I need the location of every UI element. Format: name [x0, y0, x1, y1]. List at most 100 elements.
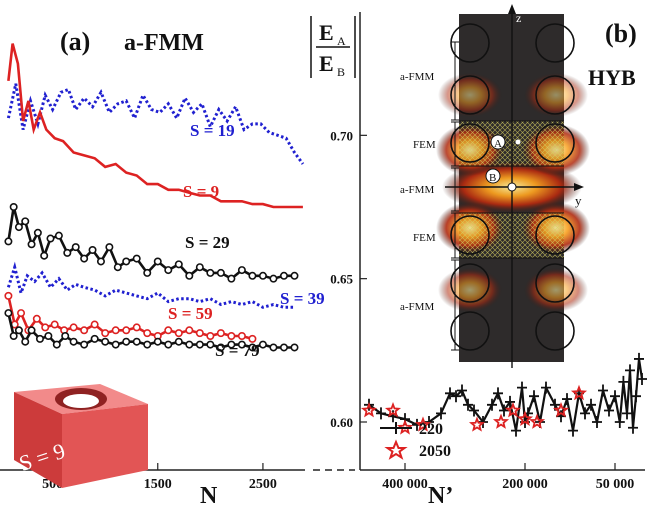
- panel-a-data-point: [101, 337, 110, 346]
- region-labels: [451, 41, 459, 351]
- panel-b-data-point: [568, 424, 578, 437]
- panel-a-data-point: [195, 329, 204, 338]
- panel-a-data-point: [44, 331, 53, 340]
- panel-b-label: (b): [605, 19, 637, 48]
- panel-a-data-point: [113, 263, 122, 272]
- panel-a-data-point: [206, 268, 215, 277]
- panel-b-series-1: [360, 384, 588, 435]
- panel-a-series-0: S = 19: [6, 83, 305, 165]
- region-label-texts: a-FMM FEM a-FMM FEM a-FMM: [400, 71, 436, 313]
- panel-b-data-point: [637, 373, 647, 385]
- panel-a-data-point: [269, 343, 278, 352]
- legend: 220 2050: [380, 421, 451, 460]
- panel-a-series-line: [7, 43, 303, 209]
- y-axis-label-top-sub: A: [337, 34, 346, 48]
- panel-b-data-point: [618, 375, 629, 388]
- panel-a-series-label: S = 79: [215, 341, 260, 360]
- panel-a-data-point: [122, 326, 131, 335]
- panel-b-data-point: [504, 401, 522, 418]
- panel-a-series-line: [6, 261, 295, 309]
- panel-b-x-tick-label: 50 000: [596, 477, 635, 492]
- panel-b-data-point: [625, 364, 635, 377]
- panel-a-series-4: S = 59: [4, 291, 257, 343]
- panel-a-label: (a): [60, 27, 90, 56]
- panel-a-data-point: [69, 323, 78, 332]
- panel-a-data-point: [143, 340, 152, 349]
- panel-a-data-point: [122, 257, 131, 266]
- panel-b-data-point: [468, 416, 486, 432]
- panel-a-x-axis-label: N: [200, 483, 218, 508]
- panel-a-series-label: S = 29: [185, 233, 230, 252]
- panel-a-data-point: [33, 228, 42, 237]
- panel-b-data-point: [570, 384, 588, 401]
- panel-b-data-point: [604, 404, 614, 417]
- panel-b-data-point: [505, 395, 515, 408]
- field-map-inset: z y A B: [436, 4, 590, 368]
- panel-a-series-label: S = 59: [168, 304, 213, 323]
- panel-a-data-point: [40, 251, 49, 260]
- panel-a-data-point: [54, 231, 63, 240]
- panel-a-data-point: [4, 309, 13, 318]
- panel-b-data-point: [436, 407, 446, 420]
- inset-point-a: A: [494, 138, 502, 150]
- panel-a-data-point: [206, 331, 215, 340]
- panel-a-data-point: [32, 314, 41, 323]
- panel-b-data-point: [469, 404, 479, 417]
- panel-a-data-point: [61, 331, 70, 340]
- panel-a: (a) a-FMM 500 1500 2500 N S = 19S = 9S = 2…: [0, 27, 325, 508]
- panel-a-data-point: [237, 266, 246, 275]
- panel-a-data-point: [9, 203, 18, 212]
- panel-a-data-point: [216, 268, 225, 277]
- panel-a-data-point: [216, 329, 225, 338]
- panel-b-data-point: [487, 398, 497, 411]
- panel-a-data-point: [164, 326, 173, 335]
- panel-b-data-point: [451, 390, 461, 403]
- panel-b-data-point: [360, 401, 378, 418]
- panel-a-series: S = 19 S = 9 S = 29 S = 39 S = 59S = 79: [4, 43, 325, 360]
- panel-a-data-point: [269, 274, 278, 283]
- panel-a-data-point: [4, 237, 13, 246]
- y-tick-label: 0.65: [330, 272, 353, 287]
- panel-a-data-point: [185, 340, 194, 349]
- panel-a-data-point: [80, 254, 89, 263]
- panel-a-data-point: [227, 331, 236, 340]
- panel-b-data-point: [631, 390, 641, 403]
- panel-a-data-point: [9, 331, 18, 340]
- panel-b-data-point: [586, 398, 596, 411]
- panel-a-data-point: [132, 323, 141, 332]
- panel-a-data-point: [195, 263, 204, 272]
- region-label-1: a-FMM: [400, 71, 434, 83]
- panel-b-data-point: [541, 381, 551, 394]
- panel-a-data-point: [248, 271, 257, 280]
- panel-a-data-point: [153, 257, 162, 266]
- panel-b-data-point: [598, 384, 608, 397]
- y-tick-label: 0.60: [330, 415, 353, 430]
- panel-a-data-point: [185, 326, 194, 335]
- panel-a-series-3: S = 39: [6, 261, 325, 309]
- panel-a-data-point: [248, 343, 257, 352]
- inset-point-b: B: [489, 172, 496, 184]
- panel-a-data-point: [96, 257, 105, 266]
- panel-a-series-label: S = 39: [280, 289, 325, 308]
- panel-a-series-1: S = 9: [7, 43, 303, 209]
- panel-b-data-point: [414, 416, 432, 432]
- panel-b-data-point: [562, 393, 572, 406]
- panel-a-data-point: [46, 234, 55, 243]
- panel-b-data-point: [580, 407, 590, 420]
- panel-a-data-point: [80, 326, 89, 335]
- panel-a-data-point: [258, 340, 267, 349]
- panel-b-title: HYB: [588, 65, 636, 90]
- panel-b-data-point: [384, 401, 402, 418]
- panel-a-data-point: [71, 243, 80, 252]
- panel-b-data-point: [614, 416, 625, 428]
- panel-a-data-point: [122, 337, 131, 346]
- y-ticks: 0.60 0.65 0.70: [330, 128, 367, 430]
- panel-b-data-point: [552, 401, 570, 418]
- panel-a-data-point: [27, 326, 36, 335]
- panel-a-series-label: S = 19: [190, 121, 235, 140]
- panel-a-data-point: [63, 248, 72, 257]
- region-label-5: a-FMM: [400, 301, 434, 313]
- y-tick-label: 0.70: [330, 128, 353, 143]
- panel-a-series-2: S = 29: [4, 203, 299, 283]
- panel-a-data-point: [290, 343, 299, 352]
